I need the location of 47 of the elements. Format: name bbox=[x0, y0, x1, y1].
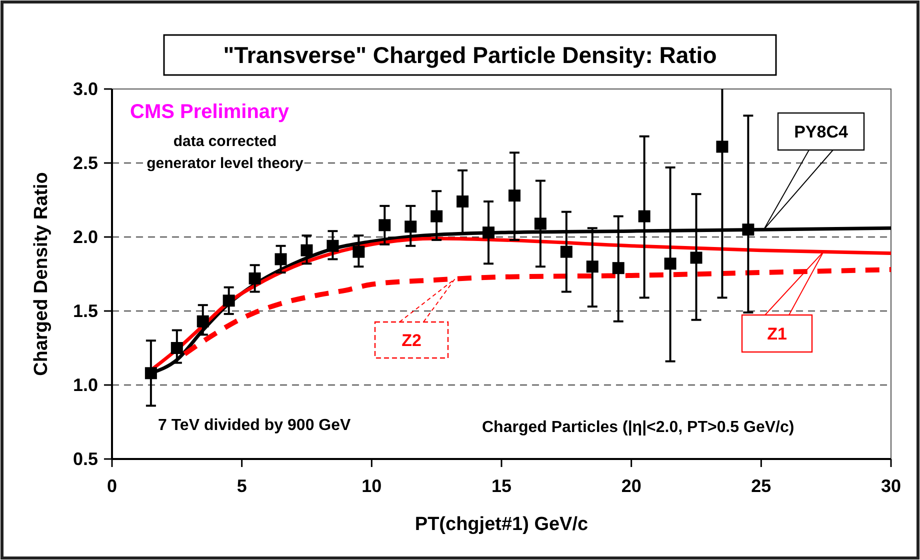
point bbox=[196, 315, 209, 328]
point bbox=[326, 240, 339, 252]
annotation: 7 TeV divided by 900 GeV bbox=[158, 417, 351, 434]
point bbox=[170, 342, 183, 354]
point bbox=[144, 367, 157, 380]
chart-title: "Transverse" Charged Particle Density: Ratio bbox=[223, 42, 717, 68]
y-axis-title: Charged Density Ratio bbox=[31, 172, 52, 376]
point bbox=[378, 219, 391, 232]
point bbox=[508, 190, 520, 202]
point bbox=[404, 220, 417, 233]
point bbox=[352, 246, 365, 258]
point bbox=[638, 210, 650, 222]
callout-box: Z1 bbox=[741, 251, 824, 353]
point bbox=[560, 246, 572, 258]
y-tick-label: 0.5 bbox=[72, 449, 98, 469]
callout-box: Z2 bbox=[374, 278, 456, 359]
y-tick-label: 3.0 bbox=[72, 79, 98, 99]
y-tick-label: 2.0 bbox=[72, 227, 98, 247]
point bbox=[612, 262, 624, 274]
point bbox=[430, 210, 443, 222]
annotation: Charged Particles (|η|<2.0, PT>0.5 GeV/c) bbox=[482, 419, 794, 436]
point bbox=[664, 258, 676, 270]
point bbox=[742, 224, 754, 236]
y-tick-label: 1.0 bbox=[72, 375, 98, 395]
y-tick-label: 1.5 bbox=[72, 301, 98, 321]
x-tick-label: 5 bbox=[236, 476, 247, 496]
point bbox=[690, 252, 702, 264]
point bbox=[482, 226, 495, 239]
x-tick-label: 10 bbox=[362, 476, 382, 496]
point bbox=[586, 260, 598, 273]
callout-box: PY8C4 bbox=[763, 112, 865, 230]
annotation: CMS Preliminary bbox=[130, 101, 290, 123]
y-tick-label: 2.5 bbox=[72, 153, 98, 173]
x-tick-label: 25 bbox=[751, 476, 772, 496]
x-tick-label: 30 bbox=[880, 476, 902, 496]
point bbox=[248, 272, 261, 284]
x-axis-title: PT(chgjet#1) GeV/c bbox=[414, 514, 589, 535]
point bbox=[716, 140, 728, 153]
point bbox=[534, 218, 546, 230]
point bbox=[222, 294, 235, 307]
x-tick-label: 0 bbox=[106, 476, 118, 496]
point bbox=[456, 195, 469, 208]
x-tick-label: 15 bbox=[491, 476, 512, 496]
x-tick-label: 20 bbox=[621, 476, 642, 496]
annotation: data corrected bbox=[173, 133, 277, 150]
point bbox=[300, 244, 313, 256]
point bbox=[274, 253, 287, 266]
